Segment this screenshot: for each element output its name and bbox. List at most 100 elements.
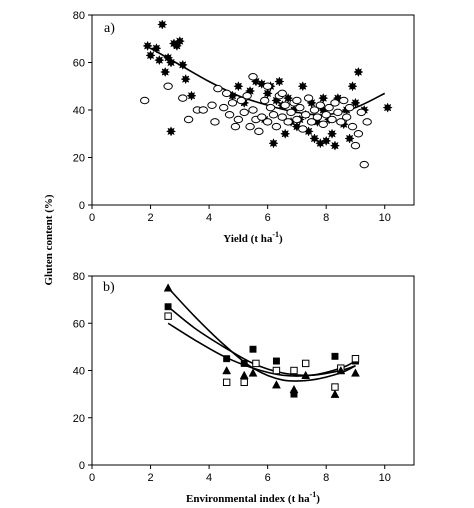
panel-a-series-1-point	[321, 135, 332, 147]
panel-a-series-1-point	[233, 81, 244, 92]
panel-a-series-2-point	[306, 118, 317, 126]
panel-a-label: a)	[104, 21, 115, 36]
panel-b-series-1-point	[249, 345, 257, 353]
panel-a-series-1-point	[186, 90, 197, 101]
panel-a-y-tick-label: 60	[73, 58, 85, 70]
panel-a-series-1-point	[318, 92, 329, 104]
panel-a-y-tick-label: 20	[73, 153, 85, 165]
panel-a-series-2-point	[318, 120, 328, 128]
panel-b-x-ticks: 0 2 4 6 8 10	[89, 465, 391, 484]
panel-a-series-1-point	[309, 133, 320, 144]
panel-b-series-2-point	[222, 378, 231, 387]
y-axis-title: Gluten content (%)	[43, 194, 55, 285]
panel-b-y-tick-label: 0	[79, 460, 85, 472]
panel-a-series-1-point	[165, 126, 177, 137]
panel-a-series-2-point	[286, 108, 296, 117]
panel-b-series-3-point	[289, 384, 299, 394]
panel-a-series-2-point	[353, 130, 364, 138]
panel-a-series-1-point	[350, 97, 361, 109]
panel-a-series-2-point	[277, 89, 287, 98]
panel-a-series-2-point	[242, 92, 252, 100]
panel-a-series-1-point	[154, 54, 165, 66]
panel-a-series-1-point	[268, 138, 279, 149]
panel-a-series-1-point	[165, 57, 177, 68]
panel-a-series-2-point	[359, 160, 369, 169]
panel-a-series-1-point	[344, 133, 355, 144]
panel-b-series-3-point	[301, 370, 311, 379]
panel-a-series-2-point	[213, 84, 223, 93]
panel-b-y-tick-label: 40	[73, 366, 85, 378]
panel-b-x-axis-title-sup: -1	[310, 490, 317, 499]
panel-b-points	[163, 283, 360, 398]
panel-b-series-3-point	[272, 380, 281, 389]
panel-a-series-2-point	[248, 73, 258, 81]
panel-a-series-2-point	[300, 111, 311, 119]
panel-a-series-2-point	[227, 99, 238, 107]
panel-a-series-2-point	[356, 108, 367, 117]
panel-a-x-tick-label: 4	[206, 212, 212, 224]
panel-a-series-2-point	[219, 103, 229, 112]
panel-a-series-2-point	[292, 96, 302, 105]
panel-b-series-1-point	[331, 352, 339, 360]
panel-b-series-2-point	[272, 366, 281, 375]
panel-a-x-tick-label: 6	[265, 212, 271, 224]
panel-a-x-axis-title-text: Yield (t ha	[223, 233, 273, 245]
panel-a-series-1-point	[174, 35, 185, 47]
panel-a-series-2-point	[341, 113, 352, 121]
panel-a-series-1-point	[329, 140, 341, 151]
panel-a-series-2-point	[248, 106, 258, 114]
panel-a-series-2-point	[295, 103, 305, 112]
panel-a-series-2-point	[277, 113, 287, 121]
panel-a-series-2-point	[254, 127, 264, 136]
panel-a-series-2-point	[245, 122, 255, 131]
panel-b-x-tick-label: 4	[206, 472, 212, 484]
panel-a-series-2-point	[350, 141, 361, 150]
panel-b-series-3-point	[163, 283, 173, 292]
panel-a-series-2-point	[347, 122, 358, 131]
panel-a-series-2-point	[224, 111, 235, 119]
panel-b-x-axis-title-text: Environmental index (t ha	[186, 493, 310, 505]
panel-a-series-2-point	[139, 96, 150, 105]
panel-a-points	[139, 19, 393, 169]
panel-a-series-1-point	[145, 50, 156, 61]
panel-a-series-2-point	[344, 103, 355, 112]
panel-a-series-2-point	[163, 82, 173, 90]
panel-a-series-1-point	[151, 43, 162, 54]
panel-a-series-2-point	[221, 89, 232, 98]
panel-a-series-2-point	[207, 101, 217, 109]
panel-b-series-1-point	[272, 357, 280, 365]
panel-a-series-2-point	[324, 103, 334, 112]
panel-a-x-axis-title-sup: -1	[272, 230, 279, 239]
panel-b-label: b)	[103, 280, 115, 295]
panel-a-series-2-point	[312, 113, 323, 121]
panel-b-series-3-point	[336, 365, 346, 375]
panel-a-series-1-point	[157, 19, 168, 30]
panel-a-x-axis-title: Yield (t ha-1)	[223, 230, 283, 245]
panel-b-x-tick-label: 10	[379, 472, 391, 484]
panel-a-series-1-point	[326, 128, 338, 139]
panel-b-series-2-point	[290, 366, 298, 375]
panel-a-series-2-point	[178, 94, 188, 102]
panel-a-series-2-point	[233, 115, 244, 124]
panel-a-series-2-point	[198, 106, 208, 114]
panel-b-series-3-point	[351, 368, 360, 377]
panel-b-series-3-point	[330, 389, 340, 398]
panel-a-series-2-point	[210, 118, 220, 126]
panel-a-series-2-point	[230, 122, 241, 131]
panel-a-series-2-point	[265, 103, 276, 112]
panel-b-x-tick-label: 2	[147, 472, 153, 484]
panel-b-x-tick-label: 6	[265, 472, 271, 484]
panel-a-x-tick-label: 0	[89, 212, 95, 224]
panel-b-series-1-point	[164, 303, 172, 311]
panel-a-series-2-point	[257, 113, 267, 121]
panel-a-series-2-point	[262, 82, 273, 90]
panel-b-y-tick-label: 20	[73, 413, 85, 425]
panel-b-series-2-point	[301, 359, 310, 368]
panel-a-series-2-point	[303, 94, 314, 102]
panel-a-x-ticks: 0 2 4 6 8 10	[89, 205, 391, 224]
panel-b-series-3-point	[239, 370, 249, 379]
panel-b-series-1-point	[240, 359, 248, 367]
panel-b-fit-curve-3	[167, 322, 356, 377]
panel-b-series-2-point	[164, 312, 172, 320]
panel-a-series-2-point	[183, 115, 194, 124]
